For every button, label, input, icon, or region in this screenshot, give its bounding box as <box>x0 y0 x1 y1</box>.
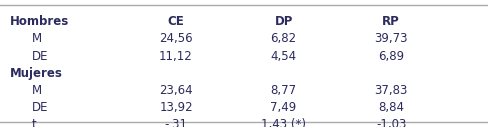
Text: 6,82: 6,82 <box>270 32 296 45</box>
Text: RP: RP <box>382 15 399 28</box>
Text: -1,03: -1,03 <box>375 118 406 127</box>
Text: 11,12: 11,12 <box>159 50 193 62</box>
Text: DE: DE <box>32 101 48 114</box>
Text: M: M <box>32 84 42 97</box>
Text: 4,54: 4,54 <box>270 50 296 62</box>
Text: DP: DP <box>274 15 292 28</box>
Text: 7,49: 7,49 <box>270 101 296 114</box>
Text: 6,89: 6,89 <box>377 50 404 62</box>
Text: 37,83: 37,83 <box>374 84 407 97</box>
Text: t: t <box>32 118 37 127</box>
Text: -.31: -.31 <box>164 118 187 127</box>
Text: Mujeres: Mujeres <box>10 67 62 80</box>
Text: 13,92: 13,92 <box>159 101 192 114</box>
Text: DE: DE <box>32 50 48 62</box>
Text: 1,43 (*): 1,43 (*) <box>261 118 305 127</box>
Text: M: M <box>32 32 42 45</box>
Text: 24,56: 24,56 <box>159 32 192 45</box>
Text: Hombres: Hombres <box>10 15 69 28</box>
Text: CE: CE <box>167 15 184 28</box>
Text: 8,77: 8,77 <box>270 84 296 97</box>
Text: 39,73: 39,73 <box>374 32 407 45</box>
Text: 23,64: 23,64 <box>159 84 192 97</box>
Text: 8,84: 8,84 <box>377 101 404 114</box>
